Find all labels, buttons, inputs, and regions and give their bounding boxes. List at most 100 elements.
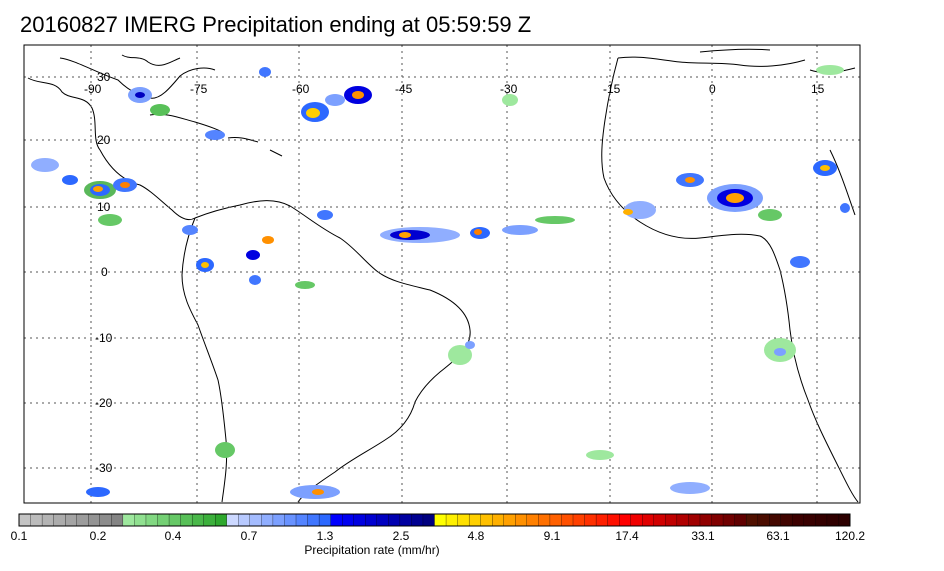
colorbar-swatch xyxy=(318,513,332,527)
colorbar-swatch xyxy=(307,513,320,527)
colorbar-swatch xyxy=(76,513,89,527)
colorbar-tick-label: 120.2 xyxy=(835,529,865,543)
colorbar-swatch xyxy=(607,513,620,527)
colorbar-swatch xyxy=(711,513,724,527)
colorbar-swatch xyxy=(53,513,66,527)
lon-tick-label: -90 xyxy=(84,82,102,96)
lon-tick-label: -30 xyxy=(500,82,518,96)
colorbar-swatch xyxy=(295,513,308,527)
graticule xyxy=(24,45,860,503)
lon-tick-label: 15 xyxy=(811,82,825,96)
colorbar-swatch xyxy=(434,513,447,527)
colorbar-swatch xyxy=(653,513,666,527)
lat-tick-labels: 30 20 10 0 -10 -20 -30 xyxy=(95,70,113,475)
colorbar-swatch xyxy=(30,513,43,527)
colorbar-tick-label: 63.1 xyxy=(766,529,790,543)
colorbar-swatch xyxy=(18,513,31,527)
colorbar-swatch xyxy=(122,513,135,527)
colorbar-swatch xyxy=(65,513,78,527)
lon-tick-labels: -90 -75 -60 -45 -30 -15 0 15 xyxy=(84,82,825,96)
colorbar-swatch xyxy=(445,513,459,527)
colorbar-swatch xyxy=(330,513,343,527)
colorbar-swatch xyxy=(699,513,712,527)
colorbar-swatch xyxy=(769,513,782,527)
colorbar-swatch xyxy=(503,513,516,527)
colorbar-swatch xyxy=(665,513,678,527)
colorbar-tick-labels: 0.1 0.2 0.4 0.7 1.3 2.5 4.8 9.1 17.4 33.… xyxy=(11,529,866,543)
colorbar-swatch xyxy=(376,513,389,527)
colorbar-swatch xyxy=(215,513,228,527)
colorbar-swatch xyxy=(815,513,828,527)
colorbar-swatch xyxy=(388,513,401,527)
colorbar-swatch xyxy=(480,513,493,527)
colorbar-swatch xyxy=(226,513,239,527)
colorbar-swatch xyxy=(157,513,170,527)
colorbar-swatch xyxy=(411,513,424,527)
lon-tick-label: -45 xyxy=(395,82,413,96)
colorbar-swatch xyxy=(249,513,262,527)
colorbar-tick-label: 0.1 xyxy=(11,529,28,543)
lat-tick-label: -10 xyxy=(95,331,113,345)
colorbar-swatch xyxy=(549,513,562,527)
colorbar-swatch xyxy=(688,513,701,527)
map-title: 20160827 IMERG Precipitation ending at 0… xyxy=(20,12,532,37)
lat-tick-label: 0 xyxy=(101,265,108,279)
colorbar-swatch xyxy=(342,513,355,527)
lon-tick-label: -60 xyxy=(292,82,310,96)
colorbar-swatch xyxy=(619,513,632,527)
colorbar-swatch xyxy=(41,513,55,527)
colorbar-swatch xyxy=(468,513,482,527)
colorbar-swatch xyxy=(168,513,182,527)
colorbar-tick-label: 4.8 xyxy=(468,529,485,543)
coastlines xyxy=(27,48,859,503)
colorbar-swatch xyxy=(261,513,274,527)
colorbar-swatch xyxy=(353,513,366,527)
colorbar-tick-label: 33.1 xyxy=(691,529,715,543)
colorbar-swatch xyxy=(134,513,147,527)
colorbar-tick-label: 9.1 xyxy=(544,529,561,543)
colorbar-swatch xyxy=(826,513,839,527)
colorbar-swatch xyxy=(757,513,770,527)
lon-tick-label: 0 xyxy=(709,82,716,96)
colorbar-swatch xyxy=(145,513,158,527)
colorbar-tick-label: 17.4 xyxy=(615,529,639,543)
colorbar-swatch xyxy=(99,513,112,527)
lat-tick-label: -20 xyxy=(95,396,113,410)
colorbar-swatch xyxy=(561,513,574,527)
colorbar-swatch xyxy=(88,513,101,527)
colorbar-swatch xyxy=(676,513,689,527)
colorbar-swatch xyxy=(526,513,539,527)
colorbar-swatch xyxy=(572,513,585,527)
colorbar-swatches xyxy=(18,513,851,527)
lat-tick-label: 20 xyxy=(97,133,111,147)
lon-tick-label: -75 xyxy=(190,82,208,96)
lon-tick-label: -15 xyxy=(603,82,621,96)
colorbar-swatch xyxy=(745,513,759,527)
colorbar-swatch xyxy=(803,513,816,527)
colorbar-swatch xyxy=(284,513,297,527)
colorbar-swatch xyxy=(642,513,655,527)
colorbar-swatch xyxy=(734,513,747,527)
precipitation-cells xyxy=(31,65,850,499)
colorbar-swatch xyxy=(399,513,412,527)
colorbar-swatch xyxy=(722,513,736,527)
colorbar-swatch xyxy=(630,513,643,527)
colorbar-swatch xyxy=(111,513,124,527)
colorbar-swatch xyxy=(838,513,851,527)
colorbar-swatch xyxy=(203,513,216,527)
lat-tick-label: -30 xyxy=(95,461,113,475)
colorbar-swatch xyxy=(180,513,193,527)
colorbar-swatch xyxy=(457,513,470,527)
colorbar-swatch xyxy=(238,513,251,527)
colorbar-frame xyxy=(18,513,851,527)
colorbar-swatch xyxy=(780,513,793,527)
colorbar-tick-label: 0.4 xyxy=(165,529,182,543)
colorbar-swatch xyxy=(538,513,551,527)
colorbar-tick-label: 1.3 xyxy=(317,529,334,543)
colorbar-swatch xyxy=(272,513,285,527)
colorbar-swatch xyxy=(792,513,805,527)
colorbar-label: Precipitation rate (mm/hr) xyxy=(304,543,439,557)
lat-tick-label: 10 xyxy=(97,200,111,214)
